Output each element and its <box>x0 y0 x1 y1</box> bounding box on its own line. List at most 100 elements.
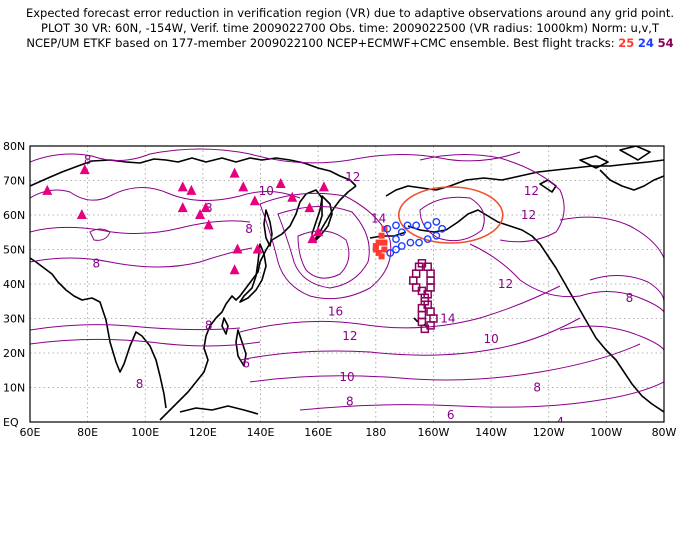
lat-axis-label: 50N <box>3 244 25 257</box>
lon-axis-label: 80W <box>652 426 677 439</box>
raob-triangle <box>42 184 53 195</box>
lon-axis-label: 60E <box>20 426 41 439</box>
raob-triangle <box>252 243 263 254</box>
track-label-25: 25 <box>618 36 635 50</box>
track-24-point <box>386 249 395 257</box>
lon-axis-label: 120W <box>533 426 565 439</box>
coastline-south-asia <box>30 257 167 409</box>
coastline-japan <box>239 243 267 303</box>
contour-label: 10 <box>259 184 274 198</box>
track-24-point <box>406 238 415 247</box>
contour-line <box>277 205 370 289</box>
contour-label: 12 <box>524 184 539 198</box>
contour-label: 8 <box>205 318 213 332</box>
lon-axis-label: 140E <box>247 426 275 439</box>
contour-label: 14 <box>440 312 455 326</box>
contour-label: 12 <box>345 170 360 184</box>
track-24-point <box>403 221 412 230</box>
coastline-alaska <box>385 159 664 197</box>
raob-triangle <box>238 181 249 192</box>
contour-line <box>30 247 253 268</box>
track-54-point <box>409 276 418 285</box>
track-54-point <box>426 307 435 316</box>
raob-triangle <box>304 202 315 213</box>
track-label-54: 54 <box>657 36 674 50</box>
track-25-point <box>378 232 385 239</box>
contour-label: 14 <box>371 211 386 225</box>
raob-triangle <box>76 209 87 219</box>
coastline-north-america-east <box>599 169 664 191</box>
verification-region-circle <box>397 186 504 244</box>
raob-triangle <box>313 226 324 237</box>
contour-label: 10 <box>339 370 354 384</box>
contour-label: 12 <box>342 329 357 343</box>
lat-axis-label: 70N <box>3 175 25 188</box>
raob-triangle <box>177 181 188 192</box>
raob-triangle <box>232 243 243 254</box>
track-24-point <box>392 235 400 244</box>
track-label-24: 24 <box>637 36 654 50</box>
raob-triangle <box>177 202 188 213</box>
track-24-point <box>423 221 432 230</box>
raob-triangle <box>307 233 318 244</box>
contour-line <box>30 220 251 235</box>
track-24-point <box>432 217 441 226</box>
contour-line <box>299 381 664 411</box>
lon-axis-label: 140W <box>475 426 507 439</box>
contour-label: 10 <box>483 332 498 346</box>
coastline-sakhalin <box>263 209 273 247</box>
lon-axis-label: 100W <box>590 426 622 439</box>
contour-line <box>419 153 565 243</box>
contour-label: 8 <box>533 381 541 395</box>
track-54-point <box>426 283 435 292</box>
track-24-point <box>432 231 441 240</box>
contour-line <box>30 324 241 331</box>
lat-axis-label: 20N <box>3 347 25 360</box>
contour-line <box>30 186 301 202</box>
contour-label: 8 <box>346 394 354 408</box>
raob-triangle <box>195 209 206 219</box>
lon-axis-label: 180 <box>365 426 386 439</box>
raob-triangle <box>229 167 240 178</box>
track-25-point <box>381 246 388 253</box>
track-54-point <box>411 269 421 278</box>
contour-label: 16 <box>328 305 343 319</box>
contour-label: 6 <box>447 408 455 422</box>
contour-labels: 8121088148121212141612108610888681064 <box>84 153 633 429</box>
track-25-point <box>375 239 382 246</box>
raob-triangle <box>186 184 197 195</box>
track-25-point <box>372 246 379 253</box>
coastline-kamchatka <box>159 185 357 421</box>
lon-axis-label: 80E <box>77 426 98 439</box>
lat-axis-label: 40N <box>3 278 25 291</box>
contour-line <box>589 275 664 303</box>
contour-line <box>89 228 111 241</box>
track-24-point <box>438 224 446 233</box>
coastline-alaska-peninsula <box>407 209 664 413</box>
contour-label: 8 <box>245 222 253 236</box>
contour-label: 6 <box>242 356 250 370</box>
raob-triangle <box>318 181 329 192</box>
contour-line <box>249 343 641 383</box>
contour-label: 12 <box>498 277 513 291</box>
contour-line <box>239 317 581 361</box>
track-24-point <box>392 221 400 230</box>
contour-label: 4 <box>556 415 564 429</box>
contour-line <box>259 192 392 300</box>
raob-triangle <box>275 177 286 188</box>
coastline-philippines <box>235 329 247 367</box>
lat-axis-label: 30N <box>3 313 25 326</box>
header-line-3: NCEP/UM ETKF based on 177-member 2009022… <box>0 36 700 51</box>
lon-axis-label: 160W <box>418 426 450 439</box>
contour-label: 8 <box>136 377 144 391</box>
track-25-point <box>381 239 388 246</box>
coastline-arctic-islands <box>539 146 651 193</box>
contour-line <box>297 230 350 279</box>
contour-line <box>559 216 664 259</box>
observation-markers <box>42 164 504 334</box>
raob-triangle <box>200 202 211 213</box>
coastline-taiwan <box>221 317 229 335</box>
raob-triangle <box>203 219 214 230</box>
contour-line <box>469 243 664 313</box>
